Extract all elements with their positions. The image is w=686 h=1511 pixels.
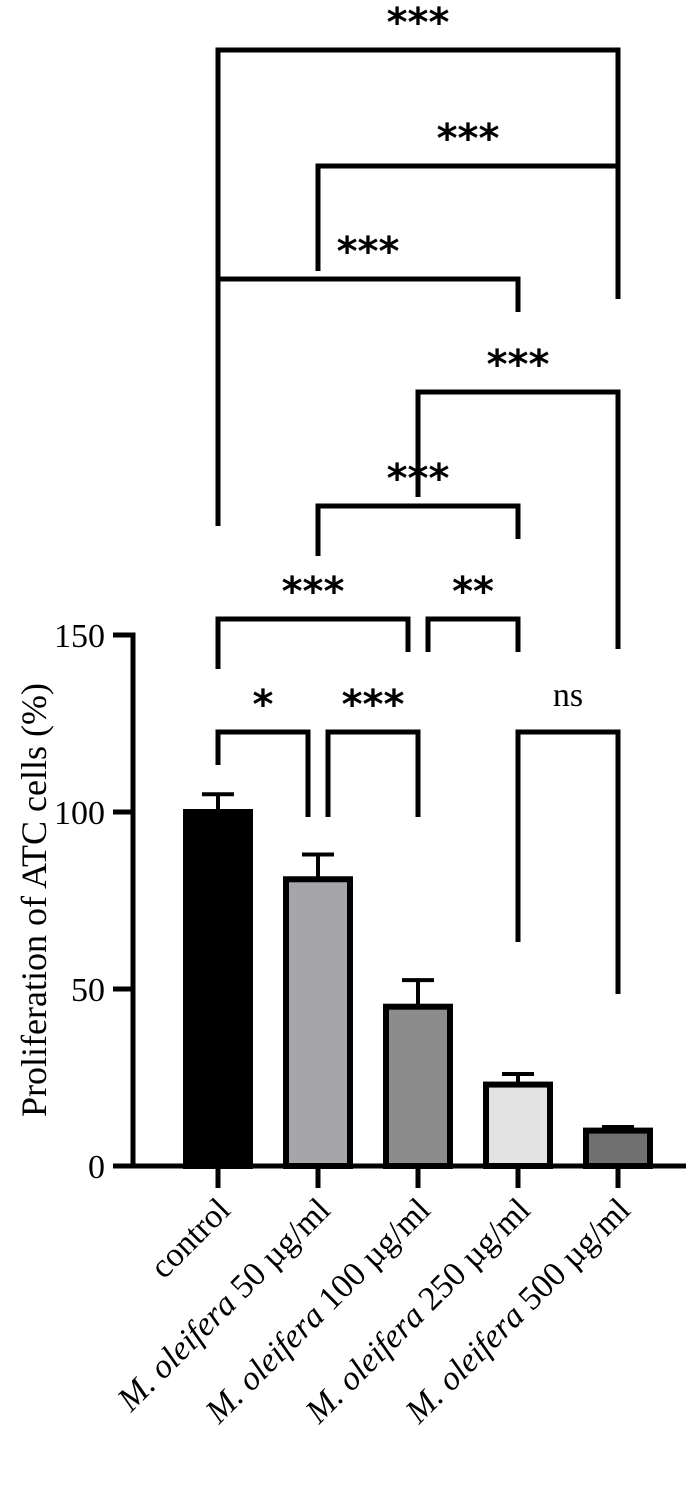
bar	[583, 1127, 653, 1169]
y-tick-label: 50	[71, 972, 105, 1009]
x-category-label: control	[143, 1191, 237, 1285]
significance-brackets: ****************** *** *** ns	[215, 0, 621, 994]
y-tick-label: 150	[54, 618, 105, 655]
significance-bracket	[425, 616, 521, 652]
y-axis-label: Proliferation of ATC cells (%)	[14, 683, 54, 1117]
significance-label: ***	[282, 569, 345, 615]
significance-bracket	[315, 163, 621, 299]
significance-bracket	[515, 729, 621, 994]
bar	[183, 809, 253, 1169]
significance-bracket	[215, 616, 411, 669]
bar	[483, 1081, 553, 1169]
y-tick-label: 100	[54, 795, 105, 832]
significance-bracket	[215, 276, 521, 526]
significance-label: ***	[387, 456, 450, 502]
significance-bracket	[315, 503, 521, 556]
bars	[183, 792, 653, 1170]
significance-label: ***	[337, 229, 400, 275]
significance-bracket	[215, 729, 311, 817]
significance-label: **	[452, 569, 494, 615]
significance-label: ns	[553, 677, 583, 714]
significance-label: ***	[387, 0, 450, 46]
significance-label: ***	[437, 116, 500, 162]
category-dose: control	[143, 1191, 237, 1285]
bar	[383, 1003, 453, 1170]
significance-label: ***	[487, 342, 550, 388]
significance-label: ***	[342, 682, 405, 728]
significance-bracket	[325, 729, 421, 817]
significance-label: *	[253, 682, 274, 728]
significance-bracket	[215, 47, 621, 297]
y-tick-label: 0	[88, 1149, 105, 1186]
bar	[283, 876, 353, 1169]
significance-bracket	[415, 389, 621, 649]
